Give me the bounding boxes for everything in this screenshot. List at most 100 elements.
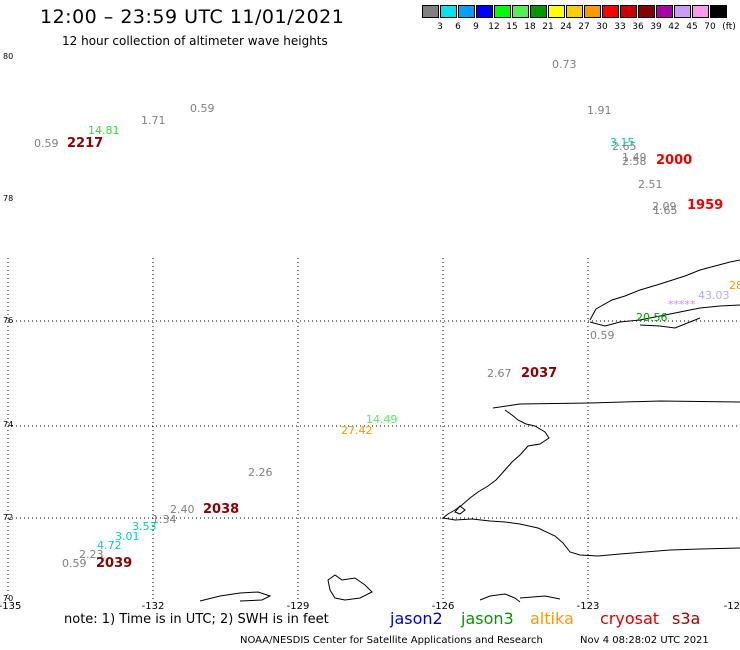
legend-tick: 6: [455, 22, 461, 32]
wave-height-label: *****: [668, 298, 696, 311]
wave-height-label: 3.53: [132, 520, 157, 533]
legend-swatch: [512, 5, 529, 18]
lat-label: 72: [3, 513, 14, 522]
wave-height-label: 3.01: [115, 530, 140, 543]
lat-label: 78: [3, 194, 14, 203]
generated-timestamp: Nov 4 08:28:02 UTC 2021: [580, 635, 709, 646]
wave-height-label: 2.23: [79, 548, 104, 561]
time-label: 2037: [521, 366, 558, 381]
coastline-north: [492, 400, 740, 409]
credit-line: NOAA/NESDIS Center for Satellite Applica…: [240, 635, 543, 646]
legend-satellite-jason3: jason3: [461, 609, 514, 628]
legend-swatch: [710, 5, 727, 18]
time-label: 1959: [687, 198, 724, 213]
legend-tick: 42: [668, 22, 680, 32]
lon-label: -123: [576, 601, 600, 612]
legend-swatch: [656, 5, 673, 18]
legend-satellite-s3a: s3a: [672, 609, 701, 628]
lon-label: -132: [141, 601, 165, 612]
legend-swatch: [476, 5, 493, 18]
wave-height-label: 14.81: [88, 124, 120, 137]
legend-tick: 33: [614, 22, 626, 32]
wave-height-label: 2.40: [170, 503, 195, 516]
legend-swatch: [422, 5, 439, 18]
legend-swatch: [440, 5, 457, 18]
wave-height-label: 2.58: [622, 155, 647, 168]
lon-label: -120: [723, 601, 740, 612]
wave-height-label: 0.59: [590, 329, 615, 342]
legend-swatch: [584, 5, 601, 18]
wave-height-label: 0.59: [190, 102, 215, 115]
graticule: [7, 258, 740, 600]
lat-label: 74: [3, 420, 14, 429]
wave-height-label: 43.03: [698, 289, 730, 302]
island-5: [519, 595, 561, 600]
wave-height-label: 1.71: [141, 114, 166, 127]
legend-tick: 21: [542, 22, 554, 32]
wave-height-label: 2.26: [248, 466, 273, 479]
coastline-banks-island-south: [589, 304, 740, 327]
legend-tick: 15: [506, 22, 518, 32]
wave-height-label: 2.67: [487, 367, 512, 380]
island-2: [199, 591, 272, 602]
island-1: [454, 505, 466, 515]
legend-tick: 24: [560, 22, 572, 32]
legend-tick: 30: [596, 22, 608, 32]
lat-label: 76: [3, 316, 14, 325]
coastline-banks-island: [589, 259, 740, 321]
footer-note: note: 1) Time is in UTC; 2) SWH is in fe…: [64, 612, 329, 627]
wave-height-label: 2.65: [612, 140, 637, 153]
time-label: 2000: [656, 153, 693, 168]
legend-satellite-jason2: jason2: [390, 609, 443, 628]
legend-tick: 70: [704, 22, 716, 32]
map-subtitle: 12 hour collection of altimeter wave hei…: [62, 34, 328, 48]
coastline: [199, 259, 740, 603]
legend-satellite-cryosat: cryosat: [600, 609, 660, 628]
wave-height-label: 0.59: [34, 137, 59, 150]
legend-satellite-altika: altika: [530, 609, 574, 628]
wave-height-label: 1.34: [152, 513, 177, 526]
island-4: [479, 593, 521, 603]
time-label: 2038: [203, 502, 240, 517]
wave-height-label: 0.73: [552, 58, 577, 71]
wave-height-label: 1.49: [622, 151, 647, 164]
legend-tick: 9: [473, 22, 479, 32]
legend-tick: 45: [686, 22, 698, 32]
legend-tick: 12: [488, 22, 500, 32]
legend-swatch: [530, 5, 547, 18]
legend-tick: 36: [632, 22, 644, 32]
wave-height-label: 3.15: [610, 136, 635, 149]
wave-height-label: 0.59: [62, 557, 87, 570]
time-label: 2039: [96, 556, 133, 571]
legend-swatch: [674, 5, 691, 18]
lat-label: 70: [3, 594, 14, 603]
legend-swatch: [494, 5, 511, 18]
legend-swatch: [548, 5, 565, 18]
time-label: 2217: [67, 136, 104, 151]
lon-label: -129: [286, 601, 310, 612]
lon-label: -135: [0, 601, 22, 612]
legend-unit: (ft): [722, 22, 736, 32]
legend-swatch: [458, 5, 475, 18]
lat-label: 80: [3, 52, 14, 61]
legend-swatch: [620, 5, 637, 18]
wave-height-label: 27.42: [341, 424, 373, 437]
legend-tick: 39: [650, 22, 662, 32]
legend-swatch: [602, 5, 619, 18]
legend-swatch: [692, 5, 709, 18]
wave-height-label: 2.51: [638, 178, 663, 191]
wave-height-label: 28: [729, 279, 740, 292]
coastline-inlet: [639, 317, 701, 329]
map-title: 12:00 – 23:59 UTC 11/01/2021: [40, 6, 345, 28]
wave-height-label: 1.65: [653, 204, 678, 217]
legend-tick: 27: [578, 22, 590, 32]
wave-height-label: 2.09: [652, 200, 677, 213]
legend-tick: 3: [437, 22, 443, 32]
wave-height-label: 1.91: [587, 104, 612, 117]
legend-swatch: [566, 5, 583, 18]
legend-tick: 18: [524, 22, 536, 32]
wave-height-label: 20.56: [636, 311, 668, 324]
wave-height-label: 14.49: [366, 413, 398, 426]
lon-label: -126: [431, 601, 455, 612]
